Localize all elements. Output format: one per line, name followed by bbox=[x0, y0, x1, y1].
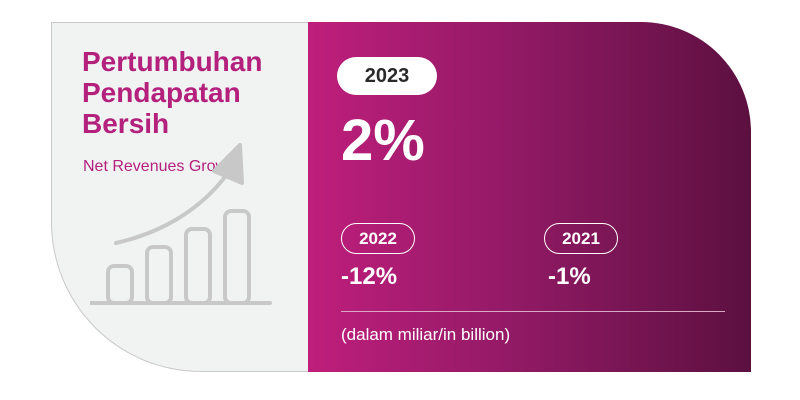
growth-chart-icon bbox=[90, 143, 272, 305]
year-badge-2021: 2021 bbox=[544, 223, 618, 254]
label-panel: Pertumbuhan Pendapatan Bersih Net Revenu… bbox=[51, 22, 308, 372]
year-badge-2022: 2022 bbox=[341, 223, 415, 254]
net-revenue-growth-card: Pertumbuhan Pendapatan Bersih Net Revenu… bbox=[51, 22, 751, 372]
year-badge-current: 2023 bbox=[337, 57, 437, 95]
card-subtitle: Net Revenues Growth bbox=[83, 158, 241, 175]
divider bbox=[341, 311, 725, 312]
growth-value-2021: -1% bbox=[548, 263, 591, 290]
current-growth-value: 2% bbox=[341, 108, 425, 173]
card-title: Pertumbuhan Pendapatan Bersih bbox=[82, 46, 263, 139]
unit-note: (dalam miliar/in billion) bbox=[341, 325, 511, 344]
growth-value-2022: -12% bbox=[341, 263, 398, 290]
values-panel: 2023 2% 2022 -12% 2021 -1% (dalam miliar… bbox=[308, 22, 751, 372]
